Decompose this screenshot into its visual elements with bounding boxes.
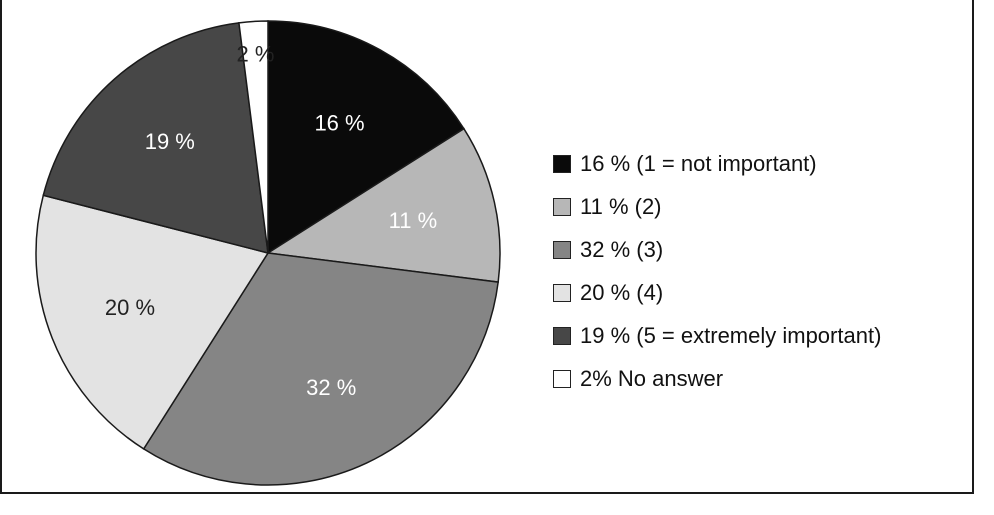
- pie-slice-2: [265, 127, 501, 283]
- slice-label-4: 20 %: [105, 295, 155, 320]
- legend-swatch-3: [553, 241, 571, 259]
- pie-slice-5: [42, 21, 269, 255]
- legend-label-4: 20 % (4): [580, 280, 664, 305]
- legend-item-1: 16 % (1 = not important): [553, 148, 881, 180]
- legend-label-3: 32 % (3): [580, 237, 664, 262]
- legend-item-2: 11 % (2): [553, 191, 881, 223]
- legend-label-1: 16 % (1 = not important): [580, 151, 817, 176]
- slice-label-1: 16 %: [314, 110, 364, 135]
- pie-slice-1: [267, 20, 465, 255]
- legend-item-4: 20 % (4): [553, 277, 881, 309]
- legend-swatch-4: [553, 284, 571, 302]
- legend-label-2: 11 % (2): [580, 194, 662, 219]
- legend-label-5: 19 % (5 = extremely important): [580, 323, 882, 348]
- pie-slice-4: [35, 194, 270, 450]
- legend-item-3: 32 % (3): [553, 234, 881, 266]
- pie-slice-6: [238, 20, 269, 254]
- legend-item-6: 2% No answer: [553, 363, 881, 395]
- legend-swatch-6: [553, 370, 571, 388]
- legend-swatch-5: [553, 327, 571, 345]
- legend-swatch-1: [553, 155, 571, 173]
- legend: 16 % (1 = not important) 11 % (2) 32 % (…: [553, 148, 881, 406]
- slice-label-3: 32 %: [306, 375, 356, 400]
- pie-slice-3: [142, 252, 500, 486]
- legend-swatch-2: [553, 198, 571, 216]
- slice-label-2: 11 %: [389, 208, 438, 233]
- slice-label-5: 19 %: [145, 129, 195, 154]
- legend-label-6: 2% No answer: [580, 366, 724, 391]
- slice-label-6: 2 %: [237, 41, 275, 66]
- legend-item-5: 19 % (5 = extremely important): [553, 320, 881, 352]
